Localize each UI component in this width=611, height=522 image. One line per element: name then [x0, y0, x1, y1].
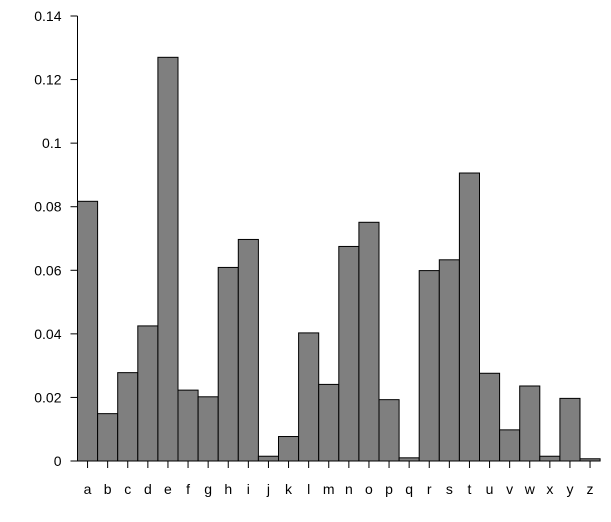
bar-l	[298, 332, 320, 462]
bar-e	[157, 56, 179, 462]
bar-w	[519, 385, 541, 462]
x-tick-label-g: g	[204, 481, 212, 497]
x-tick-label-y: y	[566, 481, 573, 497]
x-tick-label-m: m	[323, 481, 335, 497]
bar-j	[257, 455, 279, 462]
x-tick-label-d: d	[144, 481, 152, 497]
axes-group	[77, 16, 601, 462]
x-tick-label-v: v	[506, 481, 513, 497]
bar-n	[338, 245, 360, 462]
bar-t	[458, 172, 480, 462]
x-tick-label-k: k	[285, 481, 293, 497]
bar-p	[378, 399, 400, 462]
x-tick-label-u: u	[486, 481, 494, 497]
x-tick-label-t: t	[468, 481, 472, 497]
x-tick-label-n: n	[345, 481, 353, 497]
bar-a	[77, 200, 99, 462]
y-tick-label: 0.04	[34, 326, 61, 342]
bar-o	[358, 221, 380, 462]
bar-y	[559, 397, 581, 462]
x-tick-label-b: b	[104, 481, 112, 497]
x-tick-label-j: j	[266, 481, 270, 497]
x-tick-label-z: z	[587, 481, 594, 497]
y-tick-label: 0	[54, 453, 62, 469]
x-tick-label-p: p	[385, 481, 393, 497]
x-tick-label-h: h	[224, 481, 232, 497]
x-tick-label-s: s	[446, 481, 453, 497]
bar-b	[97, 413, 119, 462]
y-tick-label: 0.12	[34, 72, 61, 88]
x-tick-label-i: i	[247, 481, 250, 497]
bar-h	[217, 266, 239, 462]
x-tick-label-a: a	[84, 481, 92, 497]
y-ticks-group: 0 0.02 0.04 0.06 0.08 0.1 0.12 0.14	[34, 8, 78, 469]
bar-v	[499, 429, 521, 462]
y-tick-label: 0.1	[42, 135, 62, 151]
x-tick-label-r: r	[427, 481, 432, 497]
bar-i	[237, 238, 259, 462]
x-tick-label-f: f	[186, 481, 190, 497]
bar-u	[479, 372, 501, 462]
x-tick-label-c: c	[124, 481, 131, 497]
bar-s	[438, 259, 460, 462]
bar-m	[318, 383, 340, 462]
bar-r	[418, 270, 440, 462]
y-tick-label: 0.14	[34, 8, 61, 24]
x-tick-label-l: l	[307, 481, 310, 497]
y-tick-label: 0.02	[34, 389, 61, 405]
x-tick-label-q: q	[405, 481, 413, 497]
bar-g	[197, 396, 219, 462]
bar-f	[177, 389, 199, 462]
x-tick-label-e: e	[164, 481, 172, 497]
bar-d	[137, 325, 159, 462]
bar-x	[539, 455, 561, 462]
x-tick-label-x: x	[546, 481, 553, 497]
y-tick-label: 0.06	[34, 262, 61, 278]
x-tick-label-w: w	[524, 481, 536, 497]
bar-c	[117, 372, 139, 462]
bar-k	[278, 436, 300, 462]
y-tick-label: 0.08	[34, 199, 61, 215]
x-tick-label-o: o	[365, 481, 373, 497]
bars-group	[77, 56, 601, 462]
